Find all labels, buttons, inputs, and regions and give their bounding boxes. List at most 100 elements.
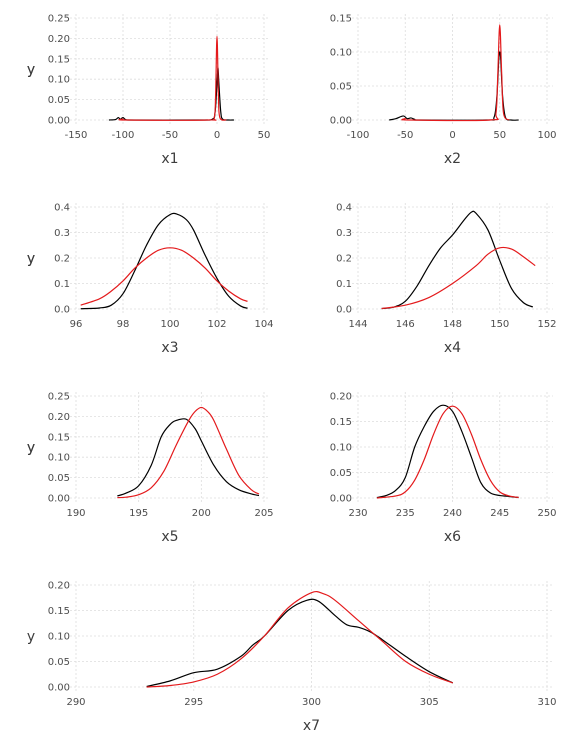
subplot-x4: 144 146 148 150 152 0.0 0.1 0.2 0.3 0.4 x4 y [27, 203, 557, 357]
subplot-x5: 190 195 200 205 0.00 0.05 0.10 0.15 0.20 0.25 x5 y [27, 392, 274, 546]
y-tick-label: 0.2 [336, 254, 352, 265]
y-tick-label: 0.20 [330, 392, 352, 403]
y-tick-label: 0.25 [48, 392, 70, 403]
y-tick-label: 0.0 [336, 305, 352, 316]
series-line-2 [401, 24, 510, 122]
y-axis-label: y [27, 251, 35, 267]
subplot-x1: -150 -100 -50 0 50 0.00 0.05 0.10 0.15 0.20 0.25 x1… [27, 14, 271, 168]
series-line-1 [381, 210, 534, 310]
x-tick-label: 230 [348, 508, 367, 519]
x-tick-label: 96 [70, 319, 83, 330]
x-axis-label: x5 [161, 529, 178, 545]
series-line-2 [381, 246, 536, 310]
x-tick-label: 190 [66, 508, 85, 519]
x-axis-label: x3 [161, 340, 178, 356]
y-tick-label: 0.10 [330, 48, 352, 59]
x-axis-label: x4 [444, 340, 461, 356]
series-line-1 [108, 67, 234, 121]
y-tick-label: 0.4 [54, 203, 70, 214]
y-tick-label: 0.15 [330, 14, 352, 25]
series-line-2 [80, 247, 248, 306]
x-tick-label: 310 [537, 697, 556, 708]
y-tick-label: 0.3 [336, 228, 352, 239]
x-tick-label: 195 [129, 508, 148, 519]
series-line-2 [376, 405, 519, 499]
y-axis-label: y [27, 251, 35, 267]
x-axis-label: x6 [444, 529, 461, 545]
x-tick-label: 245 [490, 508, 509, 519]
x-tick-label: -150 [65, 130, 88, 141]
x-tick-label: 0 [214, 130, 220, 141]
x-tick-label: 305 [420, 697, 439, 708]
series-line-1 [146, 598, 454, 688]
y-tick-label: 0.15 [48, 432, 70, 443]
x-tick-label: 200 [192, 508, 211, 519]
x-tick-label: 98 [117, 319, 130, 330]
x-axis-label: x2 [444, 151, 461, 167]
y-tick-label: 0.00 [48, 494, 70, 505]
x-tick-label: 295 [184, 697, 203, 708]
y-tick-label: 0.05 [330, 468, 352, 479]
series-line-2 [118, 35, 227, 121]
y-tick-label: 0.10 [48, 75, 70, 86]
series-line-2 [117, 406, 260, 499]
x-tick-label: -50 [397, 130, 413, 141]
x-tick-label: 290 [66, 697, 85, 708]
y-tick-label: 0.0 [54, 305, 70, 316]
x-tick-label: 152 [537, 319, 556, 330]
y-axis-label: y [27, 62, 35, 78]
y-tick-label: 0.20 [48, 412, 70, 423]
y-tick-label: 0.1 [336, 279, 352, 290]
y-tick-label: 0.10 [48, 632, 70, 643]
x-tick-label: 50 [258, 130, 271, 141]
x-tick-label: 100 [537, 130, 556, 141]
y-tick-label: 0.20 [48, 581, 70, 592]
x-tick-label: 104 [254, 319, 273, 330]
y-axis-label: y [27, 629, 35, 645]
series-line-1 [376, 404, 519, 499]
y-tick-label: 0.2 [54, 254, 70, 265]
x-tick-label: -100 [347, 130, 370, 141]
y-tick-label: 0.05 [330, 82, 352, 93]
x-tick-label: -100 [112, 130, 135, 141]
y-tick-label: 0.10 [330, 443, 352, 454]
x-tick-label: 240 [443, 508, 462, 519]
y-tick-label: 0.4 [336, 203, 352, 214]
y-tick-label: 0.10 [48, 453, 70, 464]
x-tick-label: 102 [207, 319, 226, 330]
y-tick-label: 0.05 [48, 95, 70, 106]
series-line-2 [146, 590, 454, 688]
x-tick-label: -50 [162, 130, 178, 141]
subplot-x6: 230 235 240 245 250 0.00 0.05 0.10 0.15 0.20 x6 y [27, 392, 557, 546]
x-tick-label: 150 [490, 319, 509, 330]
y-tick-label: 0.00 [330, 116, 352, 127]
x-tick-label: 146 [396, 319, 415, 330]
x-tick-label: 205 [254, 508, 273, 519]
subplot-x7: 290 295 300 305 310 0.00 0.05 0.10 0.15 0.20 x7 y [27, 581, 557, 735]
y-axis-label: y [27, 62, 35, 78]
y-tick-label: 0.15 [48, 606, 70, 617]
x-axis-label: x7 [303, 718, 320, 734]
y-tick-label: 0.05 [48, 473, 70, 484]
y-tick-label: 0.15 [330, 417, 352, 428]
y-tick-label: 0.15 [48, 54, 70, 65]
x-tick-label: 235 [396, 508, 415, 519]
y-tick-label: 0.3 [54, 228, 70, 239]
x-axis-label: x1 [161, 151, 178, 167]
x-tick-label: 148 [443, 319, 462, 330]
x-tick-label: 50 [493, 130, 506, 141]
y-tick-label: 0.25 [48, 14, 70, 25]
subplot-x2: -100 -50 0 50 100 0.00 0.05 0.10 0.15 x2 y [27, 14, 557, 168]
y-axis-label: y [27, 440, 35, 456]
series-line-1 [80, 212, 248, 310]
y-tick-label: 0.1 [54, 279, 70, 290]
subplot-x3: 96 98 100 102 104 0.0 0.1 0.2 0.3 0.4 x3 y [27, 203, 274, 357]
series-line-1 [117, 418, 260, 497]
x-tick-label: 100 [160, 319, 179, 330]
x-tick-label: 0 [449, 130, 455, 141]
y-tick-label: 0.00 [48, 116, 70, 127]
x-tick-label: 300 [302, 697, 321, 708]
y-tick-label: 0.20 [48, 34, 70, 45]
x-tick-label: 144 [348, 319, 367, 330]
